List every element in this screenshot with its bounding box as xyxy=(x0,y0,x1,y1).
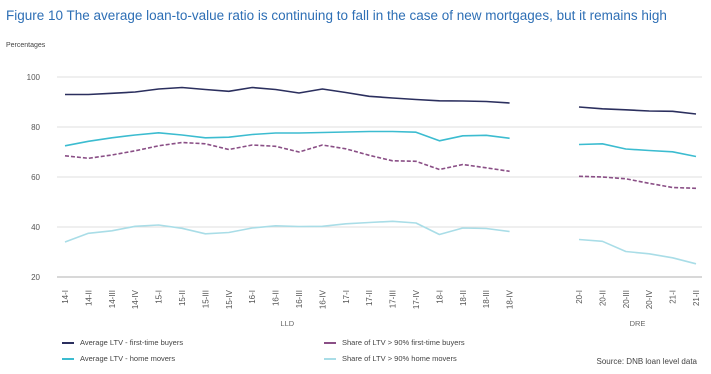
x-tick-label: 21-I xyxy=(669,290,678,304)
gridlines xyxy=(57,76,702,228)
x-tick-labels: 14-I 14-II 14-III 14-IV 15-I 15-II 15-III 15-IV… xyxy=(61,289,701,309)
legend-label: Average LTV - home movers xyxy=(80,354,176,363)
series-line-1-lld xyxy=(65,86,510,104)
x-tick-label: 14-III xyxy=(108,290,117,308)
y-tick-label: 60 xyxy=(31,173,40,182)
x-tick-label: 14-IV xyxy=(131,289,140,309)
series-line-3-lld xyxy=(64,141,510,173)
x-group-label: LLD xyxy=(280,319,294,328)
x-tick-label: 17-III xyxy=(389,290,398,308)
series-line-2-dre xyxy=(578,143,697,158)
legend-item: Average LTV - first-time buyers xyxy=(62,338,183,347)
legend-swatch xyxy=(62,357,74,360)
y-tick-label: 40 xyxy=(31,223,40,232)
legend-item: Share of LTV > 90% home movers xyxy=(324,354,457,363)
source-note: Source: DNB loan level data xyxy=(596,357,698,366)
y-tick-labels: 20 40 60 80 100 xyxy=(27,73,41,282)
series-line-4-lld xyxy=(64,220,510,243)
x-tick-label: 17-IV xyxy=(412,289,421,309)
legend-label: Average LTV - first-time buyers xyxy=(80,338,184,347)
x-tick-label: 15-II xyxy=(178,290,187,306)
x-tick-label: 16-II xyxy=(272,290,281,306)
x-tick-label: 15-IV xyxy=(225,289,234,309)
x-tick-label: 14-I xyxy=(61,290,70,304)
x-tick-label: 18-III xyxy=(482,290,491,308)
series-line-4-dre xyxy=(578,238,697,265)
y-tick-label: 80 xyxy=(31,123,40,132)
legend-swatch xyxy=(324,341,336,344)
x-tick-label: 18-II xyxy=(459,290,468,306)
x-tick-label: 21-II xyxy=(692,290,701,306)
x-tick-label: 20-IV xyxy=(645,289,654,309)
x-tick-label: 18-IV xyxy=(506,289,515,309)
legend-swatch xyxy=(62,341,74,344)
legend-item: Average LTV - home movers xyxy=(62,354,175,363)
series-line-1-dre xyxy=(578,106,697,115)
x-tick-label: 15-III xyxy=(201,290,210,308)
y-tick-label: 100 xyxy=(27,73,41,82)
x-tick-label: 14-II xyxy=(84,290,93,306)
x-tick-label: 18-I xyxy=(435,290,444,304)
x-tick-label: 17-I xyxy=(342,290,351,304)
x-tick-label: 16-IV xyxy=(318,289,327,309)
x-tick-label: 20-I xyxy=(575,290,584,304)
legend-swatch xyxy=(324,357,336,360)
x-tick-label: 17-II xyxy=(365,290,374,306)
legend-item: Share of LTV > 90% first-time buyers xyxy=(324,338,465,347)
x-tick-label: 16-III xyxy=(295,290,304,308)
x-tick-label: 20-III xyxy=(622,290,631,308)
x-group-labels: LLD DRE xyxy=(280,319,645,328)
y-axis-label: Percentages xyxy=(6,42,46,49)
series-lines xyxy=(64,86,697,265)
y-tick-label: 20 xyxy=(31,273,40,282)
series-line-3-dre xyxy=(578,175,697,190)
legend-label: Share of LTV > 90% first-time buyers xyxy=(342,338,465,347)
x-tick-label: 16-I xyxy=(248,290,257,304)
x-group-label: DRE xyxy=(630,319,646,328)
x-tick-label: 15-I xyxy=(155,290,164,304)
series-line-2-lld xyxy=(64,130,510,147)
chart-title: Figure 10 The average loan-to-value rati… xyxy=(6,8,667,23)
legend-label: Share of LTV > 90% home movers xyxy=(342,354,457,363)
x-tick-label: 20-II xyxy=(598,290,607,306)
